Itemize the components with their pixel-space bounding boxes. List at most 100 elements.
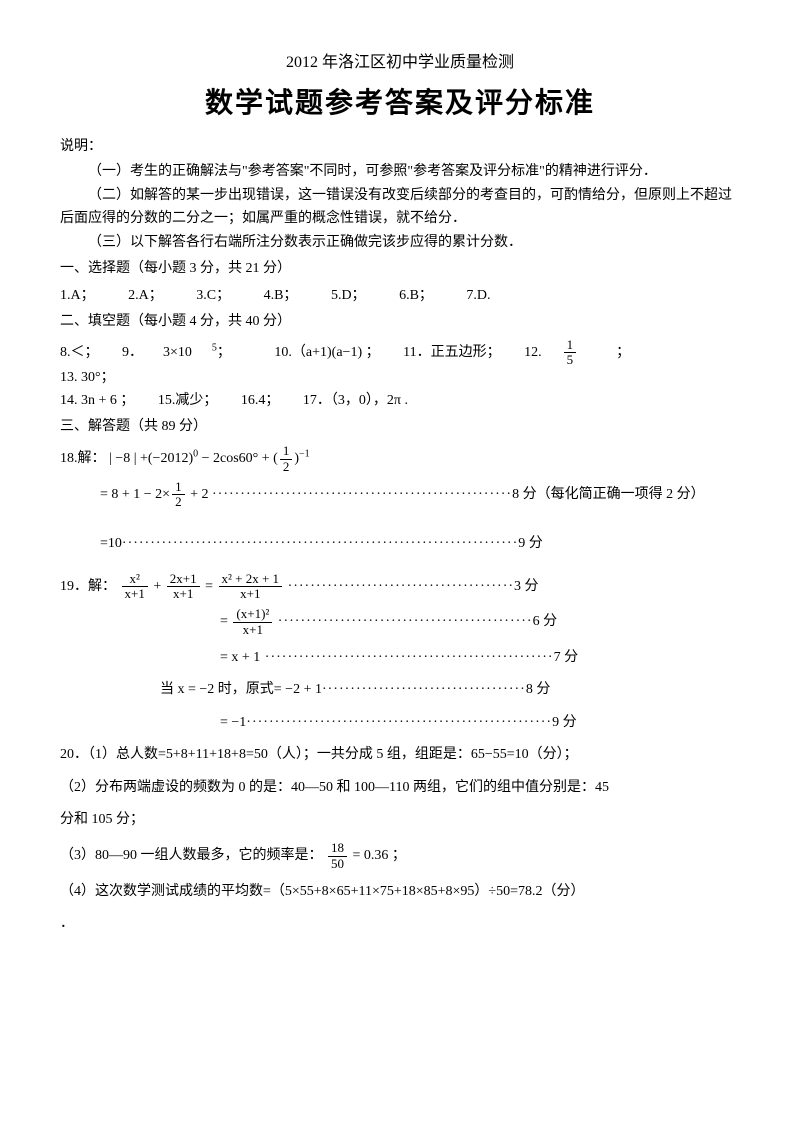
fn: 2x+1 [167,572,200,587]
q20-l1: 20．（1）总人数=5+8+11+18+8=50（人）；一共分成 5 组，组距是… [60,744,740,766]
ans-12-pre: 12. [524,345,542,360]
q19-line3: = x + 1 ································… [220,647,740,669]
dots: ···································· [322,682,526,697]
q18-l3: =10 [100,536,122,551]
ans-5: 5.D； [331,288,366,303]
intro-label: 说明： [60,136,740,158]
frac-1-5: 15 [564,338,597,368]
ans-13: 13. 30°； [60,370,115,385]
ans-14: 14. 3n + 6 ； [60,393,134,408]
ans-12: 12.15； [524,345,650,360]
fd: 50 [328,857,347,871]
fn: (x+1)² [233,607,272,622]
fn: x² [122,572,148,587]
frac-18-50: 1850 [328,841,347,871]
q20-l3: （3）80—90 一组人数最多，它的频率是： 1850 = 0.36 ； [60,841,740,871]
q18-e1: | −8 | +(−2012) [109,451,193,466]
q20-l2: （2）分布两端虚设的频数为 0 的是：40—50 和 100—110 两组，它们… [60,777,740,799]
ans-8: 8.＜； [60,345,99,360]
page-subtitle: 2012 年洛江区初中学业质量检测 [60,50,740,76]
section1-heading: 一、选择题（每小题 3 分，共 21 分） [60,258,740,280]
frac-b: 2x+1x+1 [167,572,200,602]
frac-d: 5 [564,353,577,367]
intro-p3: （三）以下解答各行右端所注分数表示正确做完该步应得的累计分数． [60,232,740,254]
ans-12-post: ； [616,345,630,360]
ans-17: 17．（3，0），2π . [303,393,408,408]
fn: 1 [280,444,293,459]
ans-10: 10.（a+1)(a−1) ； [274,345,379,360]
section2-row2: 14. 3n + 6 ； 15.减少； 16.4； 17．（3，0），2π . [60,390,740,412]
q19-s5: 9 分 [552,715,577,730]
q20-l3b: = 0.36 ； [353,848,406,863]
dots: ········································… [260,650,553,665]
q19-s2: 6 分 [533,614,558,629]
q19-line1: 19．解： x²x+1 + 2x+1x+1 = x² + 2x + 1x+1 ·… [60,572,740,602]
section2-heading: 二、填空题（每小题 4 分，共 40 分） [60,311,740,333]
fn: 1 [172,480,185,495]
ans-1: 1.A； [60,288,95,303]
fn: 18 [328,841,347,856]
q18-line2: = 8 + 1 − 2×12 + 2 ·····················… [100,480,740,510]
page-title: 数学试题参考答案及评分标准 [60,82,740,127]
q18-sup-1: −1 [299,449,310,460]
ans-9-post: ； [217,345,231,360]
frac-1-2b: 12 [172,480,185,510]
ans-3: 3.C； [196,288,230,303]
q20: 20．（1）总人数=5+8+11+18+8=50（人）；一共分成 5 组，组距是… [60,744,740,936]
frac-d: (x+1)²x+1 [233,607,272,637]
fd: x+1 [233,623,272,637]
q18-s2: 8 分（每化简正确一项得 2 分） [512,487,705,502]
q19-l3: = x + 1 [220,650,260,665]
frac-a: x²x+1 [122,572,148,602]
q19-s3: 7 分 [554,650,579,665]
q19-line5: = −1····································… [220,712,740,734]
ans-9-base: 3×10 [163,345,192,360]
ans-6: 6.B； [399,288,433,303]
q19-l4: 当 x = −2 时，原式= −2 + 1 [160,682,322,697]
intro-p1: （一）考生的正确解法与"参考答案"不同时，可参照"参考答案及评分标准"的精神进行… [60,161,740,183]
section3-heading: 三、解答题（共 89 分） [60,416,740,438]
q18-e2: − 2cos60° + ( [198,451,278,466]
q19-line2: = (x+1)²x+1 ····························… [220,607,740,637]
intro-p2: （二）如解答的某一步出现错误，这一错误没有改变后续部分的考查目的，可酌情给分，但… [60,185,740,230]
fd: 2 [172,495,185,509]
q19-start: 19．解： [60,579,116,594]
q18-l2b: + 2 [187,487,209,502]
frac-1-2a: 12 [280,444,293,474]
dots: ········································… [212,487,512,502]
ans-11: 11．正五边形； [403,345,500,360]
fd: x+1 [219,587,283,601]
ans-16: 16.4； [241,393,280,408]
section2-row1: 8.＜； 9． 3×10 5 ； 10.（a+1)(a−1) ； 11．正五边形； 1… [60,338,740,390]
q18-start: 18.解： [60,451,106,466]
fd: x+1 [167,587,200,601]
q19-s4: 8 分 [526,682,551,697]
fd: 2 [280,460,293,474]
q20-l3a: （3）80—90 一组人数最多，它的频率是： [60,848,323,863]
q19-l5: = −1 [220,715,246,730]
dots: ········································… [246,715,552,730]
q18-line3: =10·····································… [100,533,740,555]
q20-l4: （4）这次数学测试成绩的平均数=（5×55+8×65+11×75+18×85+8… [60,881,740,903]
frac-n: 1 [564,338,577,353]
ans-7: 7.D. [466,288,490,303]
section1-answers: 1.A； 2.A； 3.C； 4.B； 5.D； 6.B； 7.D. [60,285,740,307]
fd: x+1 [122,587,148,601]
q18-s3: 9 分 [518,536,543,551]
dots: ········································… [122,536,518,551]
frac-c: x² + 2x + 1x+1 [219,572,283,602]
q19-s1: 3 分 [514,579,539,594]
ans-2: 2.A； [128,288,163,303]
dots: ········································ [288,579,514,594]
q18-line1: 18.解： | −8 | +(−2012)0 − 2cos60° + (12)−… [60,444,740,474]
dots: ········································… [278,614,533,629]
ans-9-pre: 9． [122,345,143,360]
fn: x² + 2x + 1 [219,572,283,587]
q18-l2a: = 8 + 1 − 2× [100,487,170,502]
q20-dot: ． [60,913,740,935]
q20-l2b: 分和 105 分； [60,809,740,831]
q19-line4: 当 x = −2 时，原式= −2 + 1···················… [160,679,740,701]
ans-9: 9．3×105； [122,345,251,360]
ans-4: 4.B； [264,288,298,303]
ans-15: 15.减少； [158,393,218,408]
